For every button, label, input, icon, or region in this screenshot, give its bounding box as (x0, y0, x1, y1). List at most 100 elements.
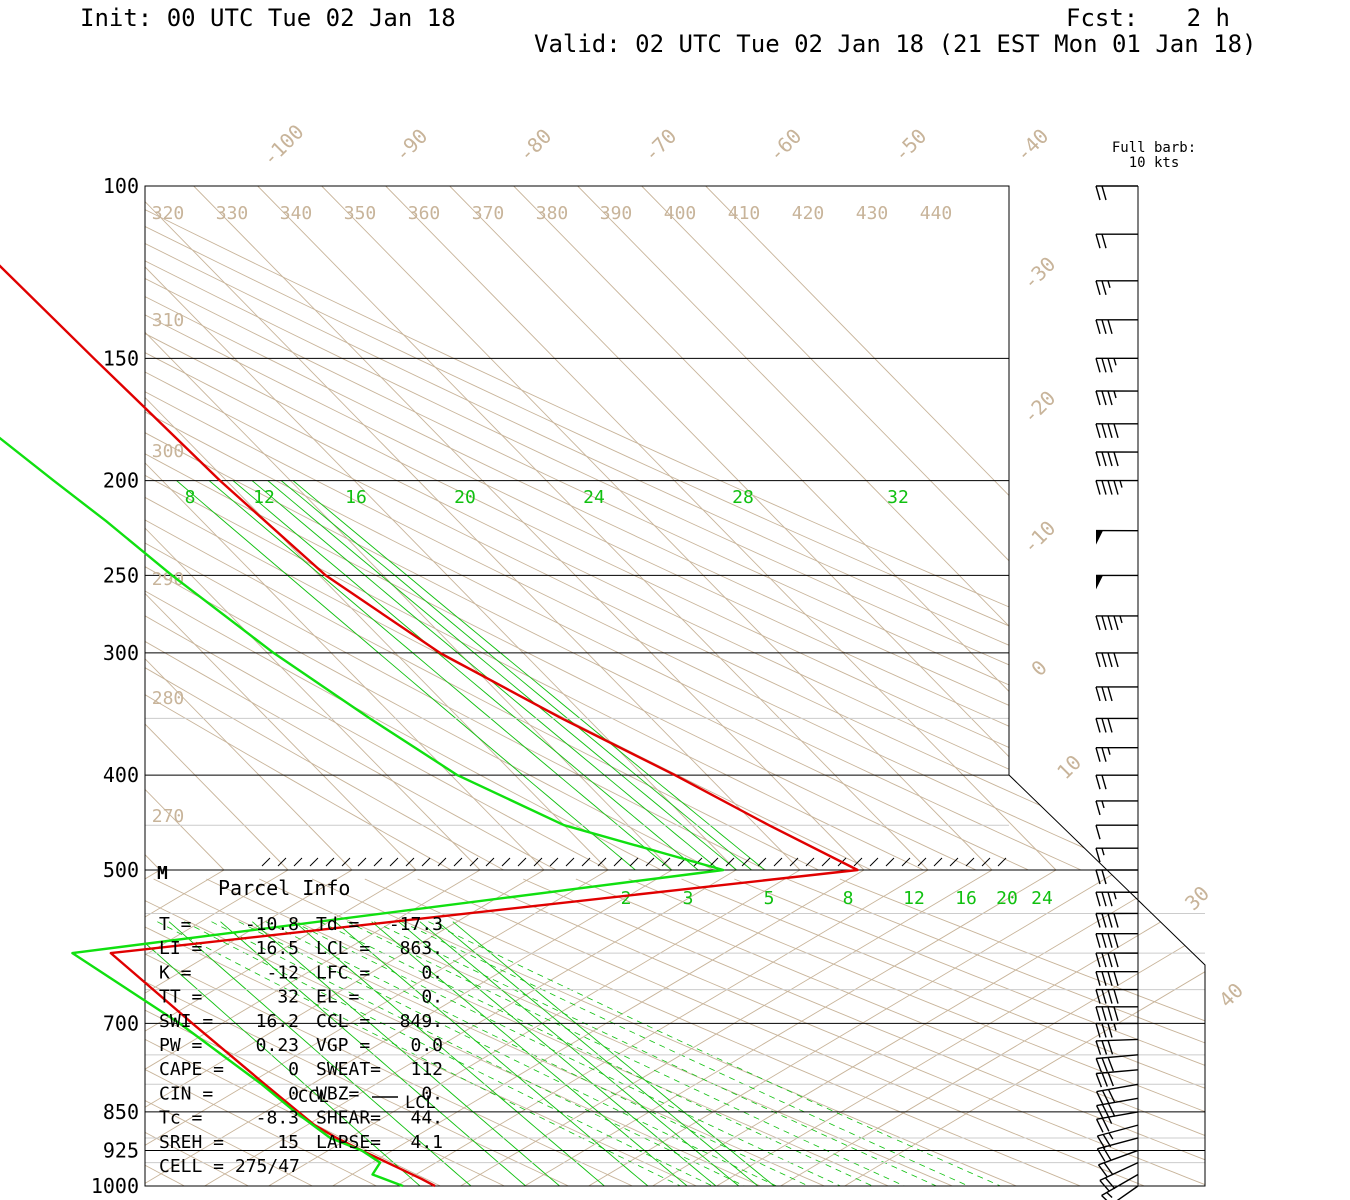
hatch-tick (549, 857, 559, 867)
parcel-row-value: 0. (421, 962, 443, 983)
wind-barb-feather (1095, 989, 1101, 1004)
wind-barb-feather (1101, 390, 1107, 406)
wind-barb-feather (1095, 775, 1101, 790)
isobar-lines (145, 357, 1205, 1187)
hatch-tick (869, 857, 879, 867)
mixing-ratio-line (294, 921, 605, 1186)
isotherm-lines (145, 186, 1205, 1186)
parcel-row-value: 863. (400, 938, 443, 959)
mixing-ratio-line (168, 921, 472, 1186)
dry-adiabat-line (145, 186, 504, 1186)
dry-adiabat-line (145, 186, 924, 1186)
mixing-ratio-line (176, 480, 636, 871)
wind-barb-feather (1107, 423, 1113, 438)
wind-barb-feather (1101, 280, 1107, 295)
valid-time: Valid: 02 UTC Tue 02 Jan 18 (21 EST Mon … (534, 30, 1256, 58)
mixing-ratio-label: 16 (955, 888, 977, 909)
isotherm-line (145, 186, 161, 1186)
pressure-tick-label: 400 (103, 763, 139, 787)
hatch-tick (629, 857, 639, 867)
parcel-row-value: 0.0 (410, 1035, 443, 1056)
parcel-row-label: TT = (159, 987, 203, 1008)
mixing-ratio-label: 16 (345, 487, 367, 508)
wind-barb-feather (1095, 1105, 1104, 1120)
wind-barb-feather (1101, 1194, 1108, 1200)
parcel-row-value: -8.3 (256, 1108, 299, 1129)
theta-label: 370 (472, 203, 505, 224)
wind-barb-feather (1107, 686, 1113, 702)
wind-barb (1095, 451, 1139, 467)
wind-barb-feather (1101, 1090, 1110, 1104)
wind-barb-feather (1095, 451, 1101, 467)
wind-barb-feather (1103, 1162, 1114, 1176)
wind-barb-feather (1101, 686, 1107, 702)
wind-barb (1095, 1097, 1139, 1120)
dry-adiabat-line (145, 186, 609, 1186)
wind-barb-feather (1107, 989, 1113, 1004)
wind-barb-feather (1102, 1146, 1112, 1161)
isotherm-label: -80 (514, 124, 557, 167)
hatch-tick (949, 857, 959, 867)
wind-barb-feather (1113, 1006, 1119, 1021)
pressure-tick-label: 1000 (91, 1174, 139, 1198)
wind-barb (1095, 652, 1139, 668)
isotherm-line (577, 186, 1205, 1186)
wind-barb-feather (1101, 971, 1107, 986)
isotherm-line (385, 186, 1057, 1186)
wind-barb (1095, 1038, 1139, 1055)
isotherm-line (193, 186, 865, 1186)
pressure-tick-label: 300 (103, 641, 139, 665)
init-time: Init: 00 UTC Tue 02 Jan 18 (80, 4, 456, 32)
pressure-tick-label: 100 (103, 174, 139, 198)
hatch-tick (277, 857, 287, 867)
wind-barb-feather (1107, 913, 1113, 928)
wind-barb-feather (1107, 1089, 1116, 1103)
wind-barb-feather (1095, 423, 1101, 438)
wind-barb-feather (1101, 615, 1107, 631)
wind-barb-feather (1107, 1023, 1113, 1038)
wind-barb-feather (1095, 390, 1101, 406)
wind-barb-feather (1095, 800, 1101, 816)
wind-barb-feather (1095, 933, 1101, 948)
theta-label: 310 (152, 310, 185, 331)
hatch-tick (885, 857, 895, 867)
hatch-tick (901, 857, 911, 867)
wind-barb (1095, 233, 1139, 249)
wind-barb-feather (1101, 1104, 1110, 1118)
isotherm-line (513, 186, 1185, 1186)
parcel-row-label: SHEAR= (316, 1108, 381, 1129)
isotherm-label: 40 (1214, 978, 1248, 1012)
hatch-tick (917, 857, 927, 867)
dry-adiabat-line (145, 186, 1205, 1186)
wind-barb-feather (1113, 989, 1119, 1004)
wind-barb (1095, 847, 1139, 863)
wind-barb-feather (1101, 933, 1107, 948)
wind-barb-feather (1101, 480, 1107, 495)
parcel-info-title: Parcel Info (218, 876, 350, 900)
dry-adiabat-lines (145, 186, 1205, 1186)
barb-legend-title: Full barb: (1112, 140, 1196, 156)
wind-barb (1101, 1173, 1139, 1200)
wind-barb-feather (1107, 1057, 1114, 1072)
isotherm-label: -60 (764, 124, 807, 167)
wind-barb (1095, 952, 1139, 968)
wind-barb-half-feather (1113, 390, 1117, 399)
wind-barb-feather (1095, 1058, 1103, 1073)
parcel-row-label: LI = (159, 938, 203, 959)
wind-barb-half-feather (1119, 480, 1123, 488)
sounding-profiles (0, 264, 859, 1188)
wind-barb-feather (1107, 451, 1113, 467)
theta-label: 430 (856, 203, 889, 224)
isotherm-label: -70 (639, 124, 682, 167)
wind-barb-flag (1096, 575, 1103, 590)
wind-barb-shaft (1096, 1069, 1139, 1075)
wind-barb-half-feather (1107, 747, 1111, 755)
wind-barb-shaft (1097, 1124, 1139, 1137)
wind-barb-feather (1096, 1148, 1106, 1162)
wind-barb (1095, 319, 1139, 334)
isotherm-line (321, 186, 993, 1186)
wind-barb-feather (1101, 319, 1107, 334)
wind-barb-feather (1107, 390, 1113, 406)
theta-label: 320 (152, 203, 185, 224)
wind-barb (1095, 280, 1139, 295)
